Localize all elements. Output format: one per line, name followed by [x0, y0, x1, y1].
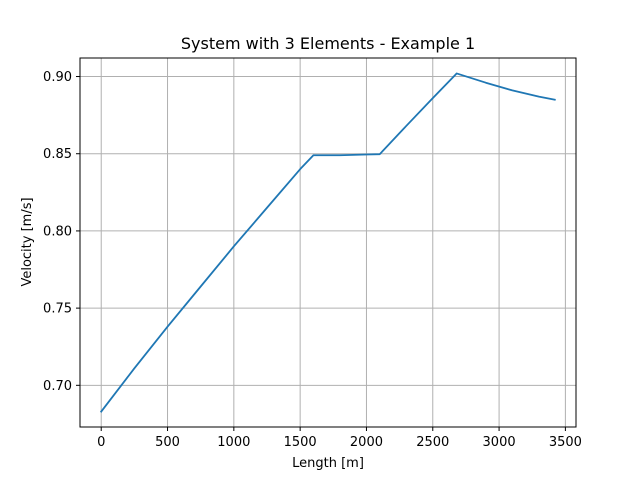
- x-tick-label: 1500: [284, 435, 317, 450]
- x-tick-label: 2500: [416, 435, 449, 450]
- x-tick-label: 1000: [217, 435, 250, 450]
- grid-lines: [80, 58, 576, 427]
- axis-ticks: 0 500 1000 1500 2000 2500 3000 3500 0.70 0.75 0.80…: [43, 70, 582, 450]
- x-tick-label: 500: [155, 435, 180, 450]
- y-tick-label: 0.85: [43, 147, 72, 162]
- y-axis-label: Velocity [m/s]: [20, 197, 35, 286]
- x-tick-label: 3000: [483, 435, 516, 450]
- series-line: [99, 72, 556, 413]
- x-tick-label: 0: [97, 435, 105, 450]
- y-tick-label: 0.75: [43, 302, 72, 317]
- y-tick-label: 0.80: [43, 224, 72, 239]
- x-axis-label: Length [m]: [292, 456, 364, 471]
- x-tick-label: 3500: [549, 435, 582, 450]
- y-tick-label: 0.70: [43, 379, 72, 394]
- series-lines: [99, 72, 556, 413]
- y-tick-label: 0.90: [43, 70, 72, 85]
- x-tick-label: 2000: [350, 435, 383, 450]
- axes-frame: [79, 57, 577, 428]
- chart-title: System with 3 Elements - Example 1: [181, 34, 475, 53]
